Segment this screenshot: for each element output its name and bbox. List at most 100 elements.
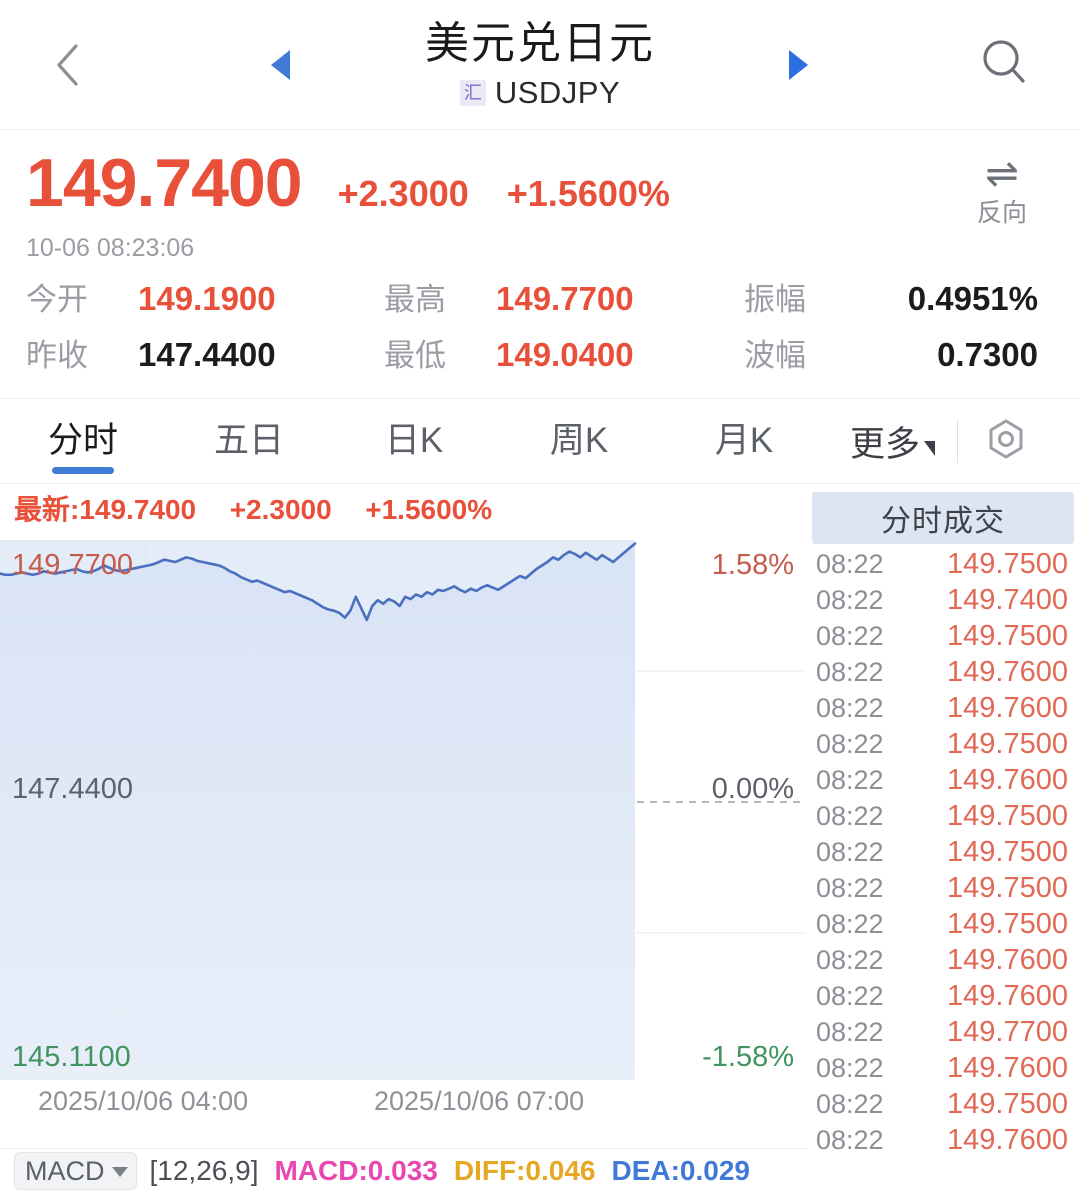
indicator-select[interactable]: MACD (14, 1152, 137, 1190)
previous-symbol-button[interactable] (262, 47, 298, 83)
trade-price: 149.7600 (947, 980, 1068, 1012)
trade-price: 149.7400 (947, 584, 1068, 616)
trade-time: 08:22 (816, 873, 884, 903)
chevron-down-icon (924, 440, 936, 456)
stat-high-label: 最高 (384, 281, 446, 317)
quote-price-row: 149.7400 +2.3000 +1.5600% (0, 146, 1080, 231)
tab-weekly-k[interactable]: 周K (549, 421, 609, 460)
page-title: 美元兑日元 (425, 19, 655, 68)
tick-trades-panel[interactable]: 分时成交 08:22 149.7500 08:22 149.7400 08:22 149.… (806, 484, 1080, 1156)
macd-indicator-bar: MACD [12,26,9] MACD:0.033 DIFF:0.046 DEA… (0, 1148, 806, 1193)
trade-row: 08:22 149.7500 (806, 1086, 1080, 1122)
trade-row: 08:22 149.7600 (806, 654, 1080, 690)
fx-badge-icon: 汇 (459, 80, 486, 106)
stat-low: 最低 149.0400 (384, 330, 744, 375)
stat-open-value: 149.1900 (138, 279, 276, 317)
macd-value: MACD:0.033 (274, 1155, 438, 1186)
trade-price: 149.7500 (947, 872, 1068, 904)
axis-percent-mid: 0.00% (711, 773, 794, 805)
trade-row: 08:22 149.7600 (806, 690, 1080, 726)
trade-row: 08:22 149.7500 (806, 870, 1080, 906)
stat-low-label: 最低 (384, 337, 446, 373)
stat-range: 波幅 0.7300 (744, 330, 1044, 375)
trades-panel-title: 分时成交 (881, 505, 1005, 538)
stat-open: 今开 149.1900 (26, 274, 384, 319)
triangle-right-icon (788, 49, 808, 80)
trade-time: 08:22 (816, 1053, 884, 1083)
x-axis-tick: 2025/10/06 04:00 (38, 1086, 249, 1116)
chart-plot-area[interactable]: 149.7700 1.58% 147.4400 0.00% 145.1100 -… (0, 540, 806, 1116)
symbol-code: USDJPY (494, 75, 621, 110)
trade-price: 149.7600 (947, 692, 1068, 724)
stat-range-value: 0.7300 (937, 335, 1038, 373)
trade-price: 149.7600 (947, 944, 1068, 976)
trade-time: 08:22 (816, 585, 884, 615)
trade-price: 149.7500 (947, 836, 1068, 868)
trade-time: 08:22 (816, 765, 884, 795)
swap-arrows-icon: ⇌ (985, 152, 1019, 196)
active-tab-indicator (52, 467, 114, 474)
trade-price: 149.7500 (947, 620, 1068, 652)
more-periods-button[interactable]: 更多 (850, 399, 936, 483)
stat-amplitude: 振幅 0.4951% (744, 274, 1044, 319)
more-periods-label: 更多 (850, 424, 921, 464)
trade-price: 149.7500 (947, 548, 1068, 580)
stat-open-label: 今开 (26, 281, 88, 317)
trade-row: 08:22 149.7700 (806, 1014, 1080, 1050)
axis-percent-high: 1.58% (711, 549, 794, 581)
trade-row: 08:22 149.7500 (806, 726, 1080, 762)
trade-time: 08:22 (816, 693, 884, 723)
stat-amplitude-value: 0.4951% (907, 279, 1038, 317)
quote-timestamp: 10-06 08:23:06 (26, 234, 195, 262)
trade-row: 08:22 149.7500 (806, 618, 1080, 654)
chevron-down-icon (111, 1167, 128, 1177)
x-axis-tick: 2025/10/06 07:00 (374, 1086, 585, 1116)
symbol-subtitle: 汇 USDJPY (0, 76, 1080, 110)
trade-row: 08:22 149.7500 (806, 546, 1080, 582)
search-button[interactable] (976, 37, 1032, 93)
stat-range-label: 波幅 (744, 337, 806, 373)
trade-time: 08:22 (816, 801, 884, 831)
trade-time: 08:22 (816, 657, 884, 687)
quote-stats-grid: 今开 149.1900 最高 149.7700 振幅 0.4951% 昨收 14… (0, 262, 1080, 399)
trade-row: 08:22 149.7600 (806, 978, 1080, 1014)
stat-low-value: 149.0400 (496, 335, 634, 373)
reverse-pair-button[interactable]: ⇌ 反向 (954, 152, 1050, 228)
axis-price-mid: 147.4400 (12, 773, 133, 805)
tab-monthly-k[interactable]: 月K (714, 421, 774, 460)
next-symbol-button[interactable] (780, 47, 816, 83)
back-button[interactable] (46, 42, 88, 88)
intraday-chart-panel[interactable]: 最新:149.7400 +2.3000 +1.5600% (0, 484, 806, 1116)
trade-row: 08:22 149.7600 (806, 942, 1080, 978)
stat-high: 最高 149.7700 (384, 274, 744, 319)
trade-time: 08:22 (816, 1017, 884, 1047)
axis-price-low: 145.1100 (12, 1041, 131, 1073)
trades-list[interactable]: 08:22 149.7500 08:22 149.7400 08:22 149.7500 0… (806, 546, 1080, 1158)
tab-daily-k[interactable]: 日K (384, 421, 444, 460)
chart-settings-button[interactable] (978, 413, 1034, 469)
trade-price: 149.7600 (947, 1052, 1068, 1084)
price-change: +2.3000 (337, 173, 469, 214)
trade-row: 08:22 149.7600 (806, 1122, 1080, 1158)
stats-row: 昨收 147.4400 最低 149.0400 波幅 0.7300 (26, 324, 1054, 380)
trade-price: 149.7600 (947, 656, 1068, 688)
symbol-header: 美元兑日元 汇 USDJPY (0, 18, 1080, 110)
trade-price: 149.7500 (947, 800, 1068, 832)
macd-params: [12,26,9] (149, 1155, 259, 1186)
tab-intraday-label: 分时 (47, 421, 118, 460)
axis-price-high: 149.7700 (12, 549, 133, 581)
tab-five-day[interactable]: 五日 (213, 421, 284, 460)
trade-time: 08:22 (816, 981, 884, 1011)
trade-time: 08:22 (816, 549, 884, 579)
chart-period-tabs: 分时 五日 日K 周K 月K 更多 (0, 399, 1080, 484)
trades-panel-header: 分时成交 (812, 492, 1074, 544)
trade-time: 08:22 (816, 1089, 884, 1119)
chart-and-trades: 最新:149.7400 +2.3000 +1.5600% (0, 484, 1080, 1156)
trade-price: 149.7500 (947, 908, 1068, 940)
triangle-left-icon (270, 49, 290, 80)
tab-intraday[interactable]: 分时 (0, 399, 166, 483)
dea-value: DEA:0.029 (611, 1155, 750, 1186)
trade-time: 08:22 (816, 945, 884, 975)
trade-price: 149.7600 (947, 764, 1068, 796)
chart-x-axis: 2025/10/06 04:00 2025/10/06 07:00 (0, 1085, 806, 1125)
